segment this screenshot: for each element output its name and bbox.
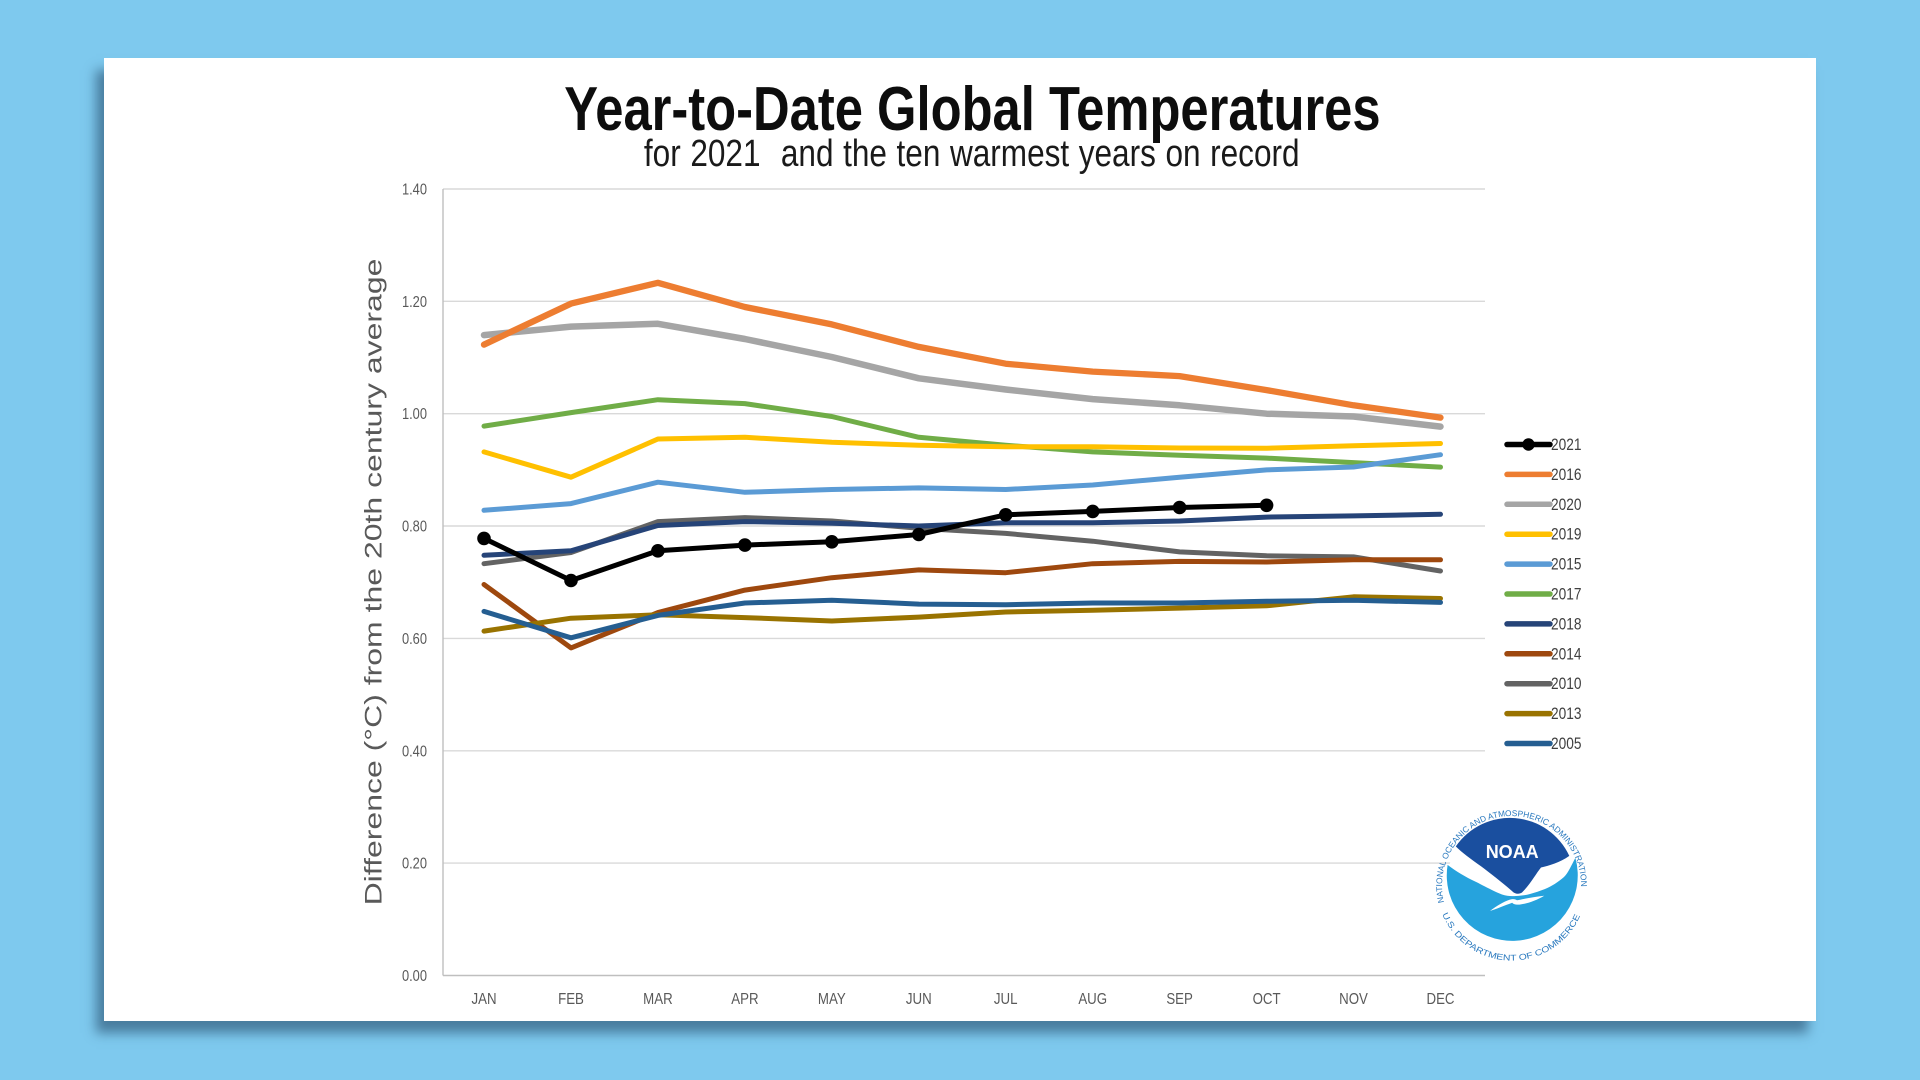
svg-text:2019: 2019 [1551, 526, 1581, 544]
svg-text:DEC: DEC [1426, 991, 1454, 1008]
svg-text:2005: 2005 [1551, 735, 1581, 753]
svg-text:0.60: 0.60 [402, 631, 427, 648]
svg-text:Difference (°C) from the 20th: Difference (°C) from the 20th century av… [360, 259, 387, 906]
svg-text:0.80: 0.80 [402, 518, 427, 535]
svg-text:1.20: 1.20 [402, 294, 427, 311]
svg-text:SEP: SEP [1166, 991, 1193, 1008]
svg-text:1.00: 1.00 [402, 406, 427, 423]
svg-text:JUL: JUL [994, 991, 1018, 1008]
svg-text:2010: 2010 [1551, 675, 1581, 693]
svg-text:1.40: 1.40 [402, 181, 427, 198]
svg-text:2015: 2015 [1551, 555, 1581, 573]
svg-text:JUN: JUN [906, 991, 932, 1008]
svg-text:2021: 2021 [1551, 436, 1581, 454]
svg-text:MAR: MAR [643, 991, 672, 1008]
svg-text:OCT: OCT [1253, 991, 1281, 1008]
svg-text:0.20: 0.20 [402, 856, 427, 873]
svg-text:2016: 2016 [1551, 466, 1581, 484]
svg-text:APR: APR [731, 991, 758, 1008]
svg-text:NOAA: NOAA [1486, 842, 1539, 862]
svg-text:NOV: NOV [1339, 991, 1368, 1008]
svg-text:2018: 2018 [1551, 615, 1581, 633]
svg-text:MAY: MAY [818, 991, 846, 1008]
svg-text:0.40: 0.40 [402, 743, 427, 760]
svg-text:2014: 2014 [1551, 645, 1581, 663]
svg-text:2017: 2017 [1551, 585, 1581, 603]
svg-text:0.00: 0.00 [402, 968, 427, 985]
svg-text:FEB: FEB [558, 991, 584, 1008]
svg-text:JAN: JAN [471, 991, 496, 1008]
svg-text:2013: 2013 [1551, 705, 1581, 723]
svg-text:2020: 2020 [1551, 496, 1581, 514]
svg-text:AUG: AUG [1078, 991, 1107, 1008]
